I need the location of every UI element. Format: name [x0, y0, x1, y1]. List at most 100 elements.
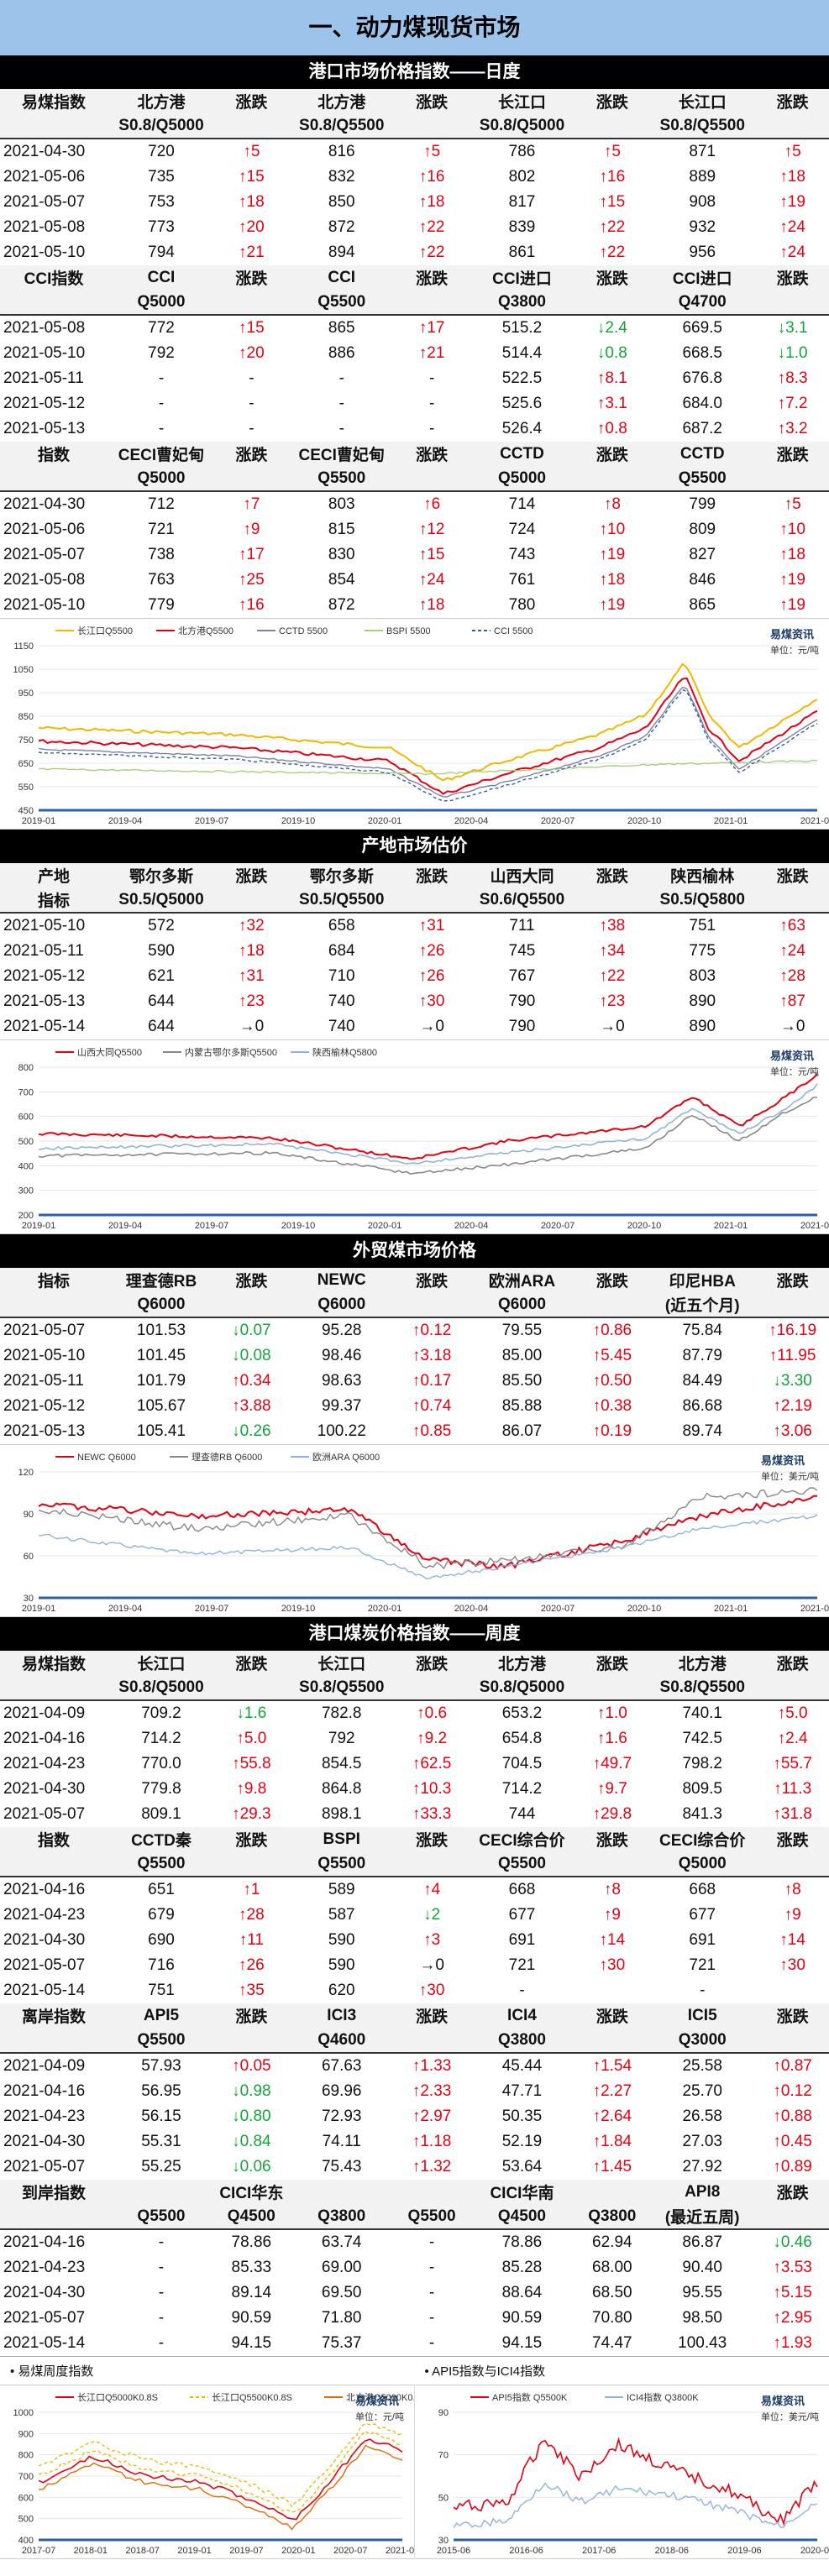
change-cell: ↓2: [423, 1906, 441, 1924]
legend-label: 欧洲ARA Q6000: [312, 1452, 380, 1463]
y-tick-label: 450: [18, 806, 34, 816]
value-cell: 773: [148, 218, 175, 236]
change-cell: ↓0.26: [232, 1422, 271, 1440]
change-cell: ↑15: [239, 319, 265, 337]
value-cell: 89.14: [231, 2284, 272, 2301]
legend-label: ICI4指数 Q3800K: [627, 2391, 699, 2403]
change-cell: ↑1.54: [592, 2057, 632, 2075]
change-cell: ↑0.89: [773, 2158, 812, 2175]
value-cell: 894: [328, 243, 355, 261]
legend-label: 陕西榆林Q5800: [312, 1046, 377, 1058]
change-cell: ↑10: [599, 521, 626, 538]
header-cell: [214, 2028, 288, 2054]
header-cell: [575, 887, 649, 914]
footer-right-label: • API5指数与ICI4指数: [424, 2364, 546, 2379]
change-cell: ↑29.8: [592, 1805, 632, 1823]
change-cell: ↑3.06: [773, 1422, 812, 1440]
x-tick-label: 2019-07: [195, 1604, 228, 1614]
value-cell: -: [158, 2309, 165, 2327]
value-cell: -: [338, 395, 344, 412]
series-yulin: [38, 1083, 818, 1165]
header-cell: BSPI: [287, 1827, 396, 1851]
change-cell: ↑31: [239, 967, 265, 985]
change-cell: -: [249, 420, 254, 437]
header-cell: Q5500: [107, 1851, 215, 1877]
value-cell: -: [158, 2334, 165, 2352]
header-cell: S0.8/Q5500: [648, 1675, 757, 1701]
date-cell: 2021-05-07: [3, 193, 86, 211]
y-tick-label: 900: [18, 2429, 34, 2439]
x-tick-label: 2021-04: [800, 1604, 829, 1614]
change-cell: ↑9.7: [596, 1780, 627, 1798]
series-api5: [453, 2437, 818, 2526]
date-cell: 2021-04-16: [3, 2233, 86, 2251]
value-cell: 779: [148, 596, 175, 614]
value-cell: 850: [328, 193, 355, 211]
header-cell: 印尼HBA: [648, 1268, 757, 1292]
table-row: 2021-05-12 621 ↑31 710 ↑26 767 ↑22 803 ↑28: [0, 964, 829, 989]
change-cell: ↑15: [418, 546, 445, 563]
value-cell: -: [158, 395, 165, 412]
table-row: 2021-04-09 57.93 ↑0.05 67.63 ↑1.33 45.44 ↑1.54…: [0, 2053, 829, 2079]
x-tick-label: 2021-01: [714, 1604, 748, 1614]
header-cell: CCI指数: [0, 265, 108, 290]
change-cell: ↑14: [599, 1931, 626, 1949]
header-cell: CECI综合价: [648, 1827, 757, 1851]
header-cell: S0.5/Q5500: [287, 887, 396, 914]
chart-api5-ici4: API5指数 Q5500K ICI4指数 Q3800K 90 70 50 30 2015-0…: [415, 2385, 829, 2559]
value-cell: 94.15: [231, 2334, 272, 2352]
series-cctd: [38, 686, 818, 798]
series-beifang: [38, 677, 818, 795]
legend-label: 北方港Q5500: [178, 625, 233, 636]
x-tick-label: 2020-06: [800, 2546, 829, 2556]
change-cell: ↑9: [784, 1906, 801, 1924]
change-cell: ↑22: [599, 243, 626, 261]
value-cell: -: [158, 2233, 165, 2251]
header-cell: [756, 113, 829, 139]
header-cell: Q5000: [107, 290, 215, 316]
header-cell: [214, 1675, 288, 1701]
chart-origin-prices: 山西大同Q5500 内蒙古鄂尔多斯Q5500 陕西榆林Q5800 800 700 600 5…: [0, 1039, 829, 1234]
header-cell: S0.5/Q5000: [107, 887, 215, 914]
header-cell: Q3800: [468, 2028, 576, 2054]
value-cell: 889: [689, 168, 716, 186]
value-cell: 740: [328, 1018, 355, 1035]
x-tick-label: 2020-07: [541, 1604, 575, 1614]
header-cell: 涨跌: [575, 2003, 649, 2028]
value-cell: 816: [328, 143, 355, 160]
value-cell: 898.1: [321, 1805, 362, 1823]
change-cell: ↑30: [779, 1956, 805, 1974]
legend-label: 理查德RB Q6000: [192, 1451, 262, 1463]
change-cell: ↑8: [603, 1881, 621, 1898]
header-cell: Q3800: [468, 290, 576, 316]
change-cell: ↓0.07: [232, 1322, 271, 1339]
table-header-row: 离岸指数 API5 涨跌 ICI3 涨跌 ICI4 涨跌 ICI5 涨跌: [0, 2003, 829, 2028]
x-tick-label: 2019-01: [22, 1221, 55, 1231]
x-tick-label: 2020-04: [454, 816, 488, 826]
value-cell: 47.71: [501, 2082, 543, 2100]
date-cell: 2021-04-30: [3, 495, 86, 513]
change-cell: ↑2.33: [412, 2082, 452, 2100]
header-cell: Q4600: [287, 2028, 396, 2054]
date-cell: 2021-04-09: [3, 1704, 86, 1722]
value-cell: 772: [148, 319, 175, 337]
change-cell: ↓3.30: [773, 1372, 812, 1390]
change-cell: ↑5: [784, 495, 801, 513]
x-tick-label: 2020-07: [541, 1221, 575, 1231]
change-cell: ↑15: [239, 168, 265, 186]
header-cell: [214, 1851, 288, 1877]
change-cell: ↑24: [779, 942, 805, 960]
value-cell: 687.2: [682, 420, 722, 437]
change-cell: ↓1.6: [236, 1704, 267, 1722]
value-cell: 71.80: [321, 2309, 362, 2327]
change-cell: →0: [239, 1018, 265, 1035]
x-tick-label: 2019-04: [108, 1604, 142, 1614]
value-cell: 864.8: [321, 1780, 362, 1798]
change-cell: ↑32: [239, 917, 265, 935]
change-cell: ↑3: [423, 1931, 441, 1949]
value-cell: 654.8: [501, 1730, 543, 1747]
x-tick-label: 2019-04: [108, 1221, 142, 1231]
change-cell: ↑8: [603, 495, 621, 513]
value-cell: 90.59: [501, 2309, 543, 2327]
change-cell: ↑5: [603, 143, 621, 160]
